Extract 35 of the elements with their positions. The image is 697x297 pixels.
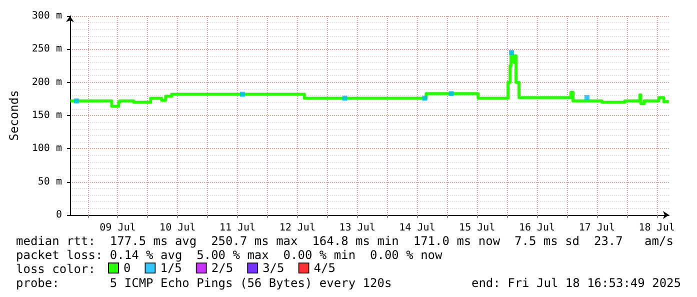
y-tick-label: 250 m — [32, 44, 62, 55]
point — [584, 95, 590, 100]
text: packet loss: 0.14 % avg 5.00 % max 0.00 % min 0.00 % now — [16, 248, 442, 262]
x-tick-label: 09 Jul — [100, 222, 136, 234]
y-axis-title: Seconds — [7, 90, 21, 141]
point — [342, 96, 348, 101]
legend-label: 4/5 — [314, 261, 336, 275]
y-tick-label: 100 m — [32, 143, 62, 154]
x-tick-label: 13 Jul — [339, 222, 376, 234]
text: probe: 5 ICMP Echo Pings (56 Bytes) every 120s — [16, 276, 392, 290]
text: end: Fri Jul 18 16:53:49 2025 — [471, 276, 681, 290]
text: median rtt: 177.5 ms avg 250.7 ms max 164.8 ms min 171.0 ms now 7.5 ms sd 23.7 am/s — [16, 234, 674, 248]
y-tick-label: 0 — [56, 210, 62, 220]
point — [509, 50, 514, 55]
point — [448, 91, 454, 96]
y-tick-label: 200 m — [32, 76, 62, 88]
point — [74, 98, 80, 104]
x-tick-label: 11 Jul — [219, 222, 256, 234]
point — [240, 92, 246, 97]
x-tick-label: 14 Jul — [399, 222, 436, 234]
y-tick-label: 150 m — [32, 110, 62, 121]
point — [422, 96, 428, 101]
legend-label: 3/5 — [262, 261, 284, 275]
legend-title: loss color: — [16, 262, 96, 276]
y-tick-label: 300 m — [32, 10, 62, 22]
legend-label: 0 — [124, 261, 131, 275]
x-tick-label: 10 Jul — [160, 222, 196, 234]
x-tick-label: 18 Jul — [638, 222, 675, 234]
x-tick-label: 15 Jul — [459, 222, 496, 234]
x-tick-label: 16 Jul — [518, 222, 556, 234]
y-tick-label: 50 m — [38, 176, 62, 188]
x-tick-label: 17 Jul — [578, 222, 615, 234]
x-tick-label: 12 Jul — [279, 222, 316, 234]
legend-label: 1/5 — [160, 261, 182, 275]
legend-label: 2/5 — [211, 261, 234, 275]
